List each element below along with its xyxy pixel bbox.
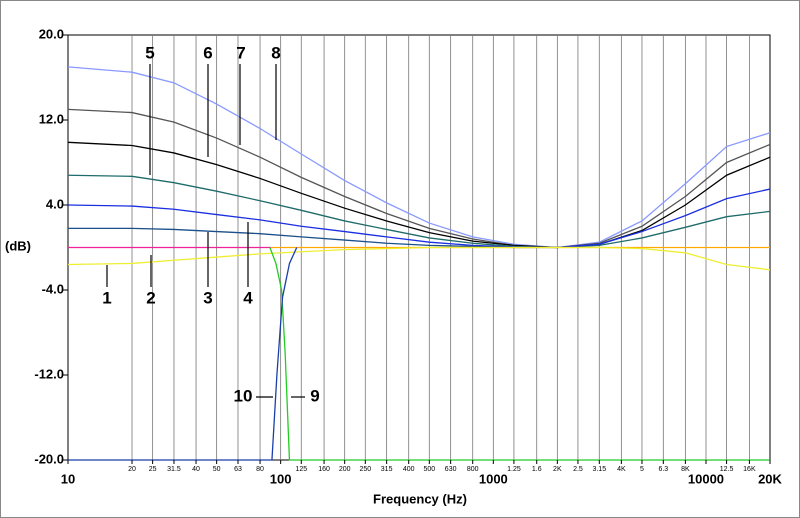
lines [67, 66, 771, 461]
annotation: 1 [102, 288, 111, 307]
y-tick-label: -20.0 [34, 451, 64, 466]
series-line [67, 246, 771, 271]
x-tick-label: 1.25 [507, 466, 521, 473]
x-tick-label: 20 [128, 466, 136, 473]
x-tick-label: 200 [339, 466, 351, 473]
annotation: 6 [203, 43, 212, 62]
x-tick-label: 6.3 [658, 466, 668, 473]
x-tick-label: 10000 [688, 471, 724, 486]
x-tick-label: 63 [234, 466, 242, 473]
x-tick-label: 50 [213, 466, 221, 473]
annotation: 8 [271, 43, 280, 62]
annotation: 2 [146, 288, 155, 307]
annotation: 5 [145, 43, 154, 62]
y-tick-label: 12.0 [39, 111, 64, 126]
annotation: 9 [310, 386, 319, 405]
x-tick-label: 2.5 [573, 466, 583, 473]
y-tick-label: 20.0 [39, 26, 64, 41]
x-tick-label: 31.5 [167, 466, 181, 473]
x-tick-label: 630 [445, 466, 457, 473]
x-tick-label: 3.15 [592, 466, 606, 473]
x-tick-label: 250 [359, 466, 371, 473]
x-tick-label: 2K [553, 466, 562, 473]
x-tick-label: 5 [640, 466, 644, 473]
x-tick-label: 1.6 [532, 466, 542, 473]
annotation: 3 [203, 288, 212, 307]
annotations: 1 2 3 4 5 6 7 8 10 9 [102, 43, 319, 405]
x-tick-label: 80 [256, 466, 264, 473]
annotation: 4 [243, 288, 253, 307]
y-tick-label: -4.0 [42, 281, 64, 296]
x-axis-label: Frequency (Hz) [373, 491, 467, 506]
series-line [67, 66, 771, 249]
x-tick-label: 10 [61, 471, 75, 486]
x-tick-label: 400 [403, 466, 415, 473]
series-line [67, 108, 771, 249]
x-tick-label: 800 [467, 466, 479, 473]
series-line [68, 227, 558, 249]
x-tick-label: 16K [743, 466, 756, 473]
x-tick-label: 500 [423, 466, 435, 473]
x-tick-label: 4K [617, 466, 626, 473]
series-line [67, 174, 771, 249]
x-tick-label: 40 [192, 466, 200, 473]
series-line [67, 141, 771, 249]
x-tick-label: 160 [318, 466, 330, 473]
x-tick-label: 315 [381, 466, 393, 473]
x-tick-label: 8K [681, 466, 690, 473]
y-axis-label: (dB) [5, 238, 31, 253]
x-tick-label: 125 [295, 466, 307, 473]
x-tick-label: 1000 [479, 471, 508, 486]
y-tick-label: 4.0 [46, 196, 64, 211]
annotation: 7 [236, 43, 245, 62]
series-line [269, 247, 770, 461]
series-line [67, 188, 771, 249]
x-tick-label: 25 [149, 466, 157, 473]
x-tick-label: 12.5 [720, 466, 734, 473]
x-tick-label: 20K [758, 471, 782, 486]
y-tick-label: -12.0 [34, 366, 64, 381]
annotation: 10 [234, 386, 253, 405]
x-tick-label: 100 [270, 471, 292, 486]
